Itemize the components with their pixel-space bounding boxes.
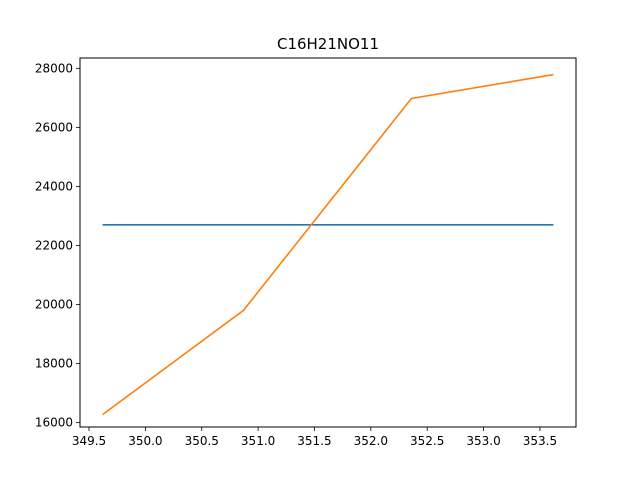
y-tick-label: 16000 (35, 416, 73, 430)
plot-frame (79, 57, 577, 428)
chart-title: C16H21NO11 (277, 35, 379, 53)
x-tick-label: 351.5 (297, 434, 331, 448)
x-tick-label: 350.0 (128, 434, 162, 448)
x-tick-label: 349.5 (72, 434, 106, 448)
x-tick-label: 350.5 (185, 434, 219, 448)
x-tick-label: 353.0 (466, 434, 500, 448)
y-tick-label: 28000 (35, 61, 73, 75)
y-tick-label: 26000 (35, 120, 73, 134)
y-tick-label: 20000 (35, 297, 73, 311)
x-tick-label: 353.5 (523, 434, 557, 448)
y-tick-label: 18000 (35, 357, 73, 371)
x-axis: 349.5 350.0 350.5 351.0 351.5 352.0 352.5 353.0… (72, 427, 557, 448)
y-tick-label: 22000 (35, 238, 73, 252)
series-line-1 (102, 73, 554, 416)
x-tick-label: 352.5 (410, 434, 444, 448)
series-layer (102, 73, 554, 416)
x-tick-label: 351.0 (241, 434, 275, 448)
x-tick-label: 352.0 (354, 434, 388, 448)
y-axis: 16000 18000 20000 22000 24000 26000 28000 (35, 61, 80, 430)
y-tick-label: 24000 (35, 179, 73, 193)
